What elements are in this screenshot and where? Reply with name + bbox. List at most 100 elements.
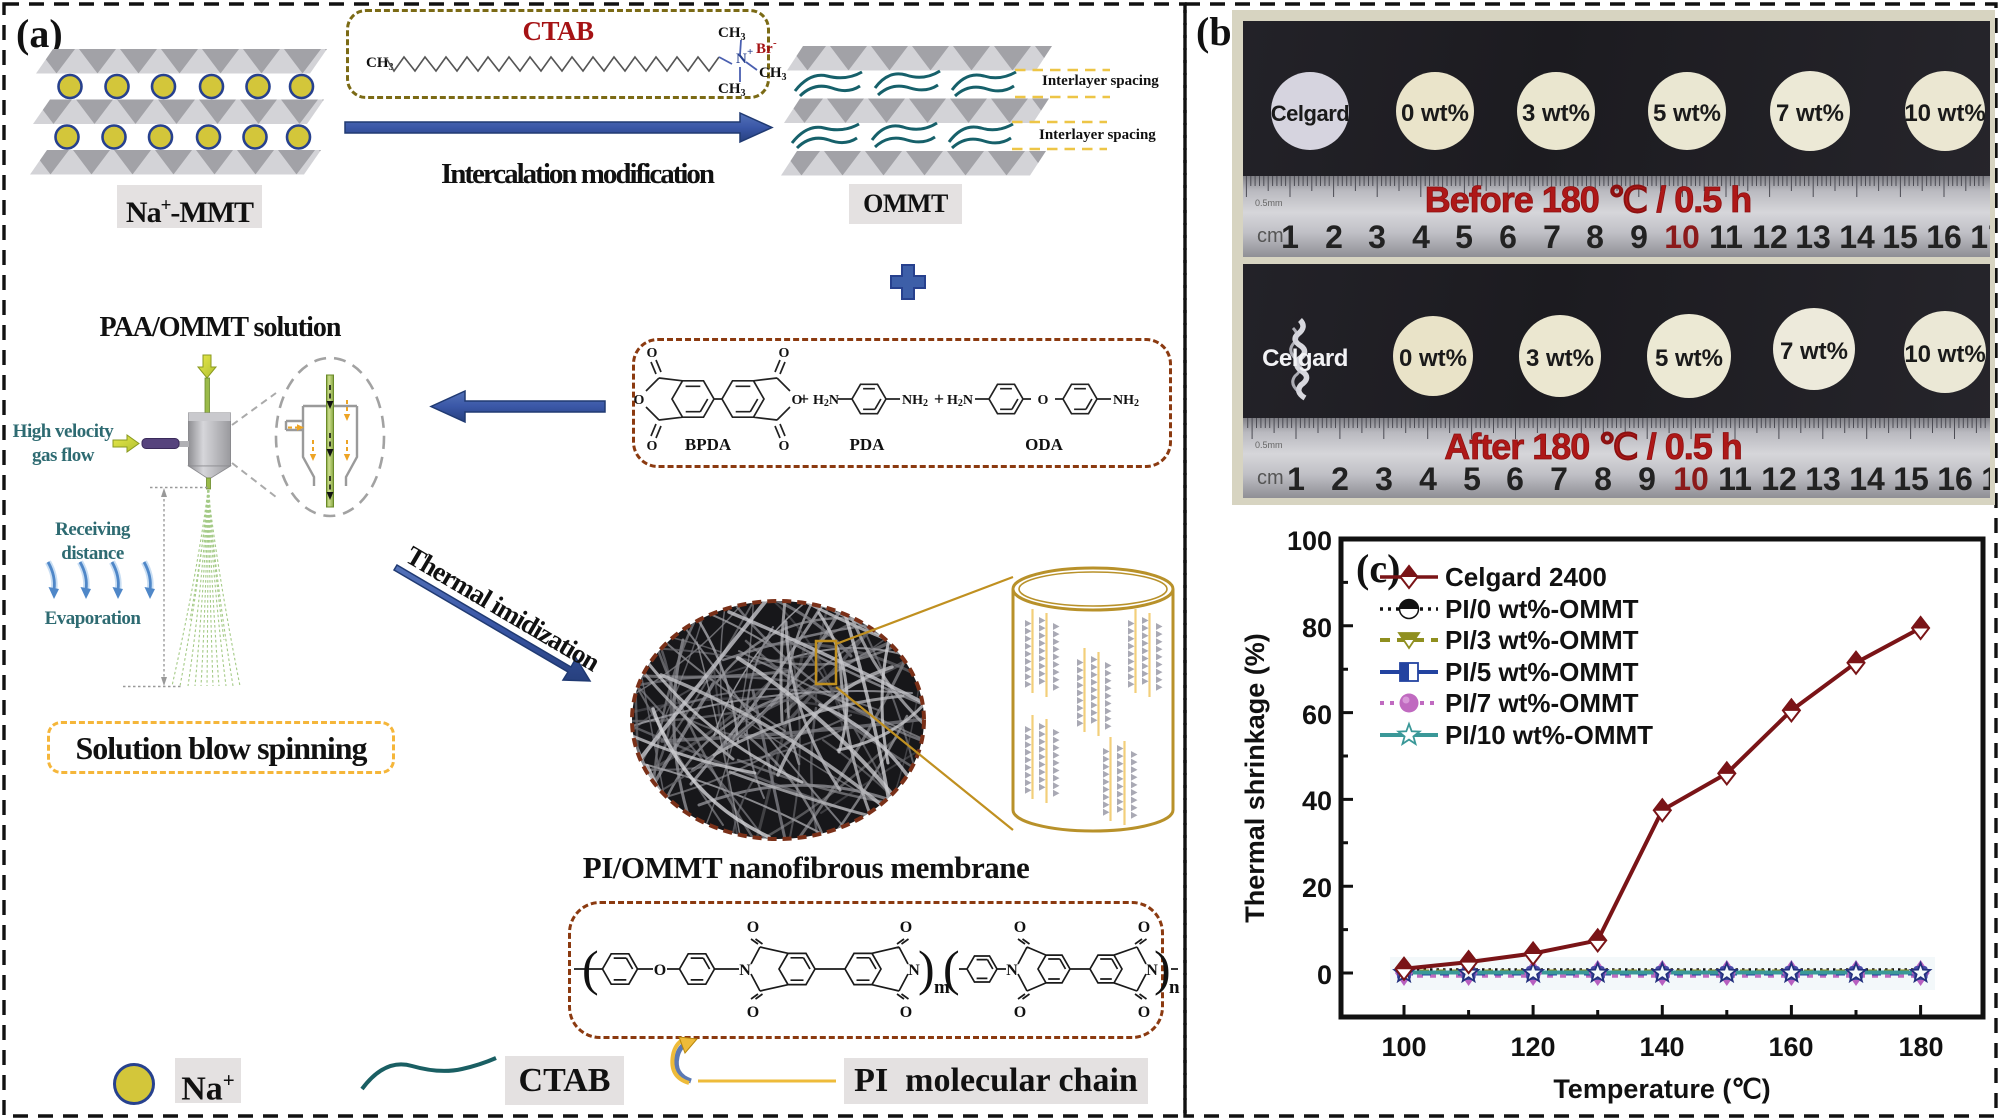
- svg-text:(: (: [582, 940, 599, 996]
- svg-text:0.5mm: 0.5mm: [1255, 198, 1283, 208]
- svg-text:180: 180: [1898, 1032, 1943, 1062]
- svg-text:10: 10: [1664, 219, 1700, 255]
- svg-text:O: O: [779, 346, 790, 361]
- svg-text:120: 120: [1510, 1032, 1555, 1062]
- svg-text:n: n: [1169, 977, 1180, 998]
- svg-text:PI/7 wt%-OMMT: PI/7 wt%-OMMT: [1445, 688, 1639, 718]
- svg-text:7: 7: [1543, 219, 1561, 255]
- svg-text:5 wt%: 5 wt%: [1653, 100, 1721, 127]
- svg-text:PI/5 wt%-OMMT: PI/5 wt%-OMMT: [1445, 657, 1639, 687]
- svg-text:-: -: [773, 37, 777, 49]
- svg-text:60: 60: [1302, 700, 1332, 730]
- svg-text:11: 11: [1709, 219, 1743, 255]
- svg-text:5: 5: [1463, 461, 1481, 497]
- svg-text:cm: cm: [1257, 467, 1284, 489]
- svg-text:0 wt%: 0 wt%: [1399, 345, 1467, 372]
- svg-text:6: 6: [1499, 219, 1517, 255]
- svg-text:N: N: [736, 51, 747, 67]
- svg-text:+: +: [747, 46, 753, 58]
- svg-text:O: O: [1038, 393, 1049, 408]
- svg-text:4: 4: [1419, 461, 1437, 497]
- svg-text:Br: Br: [756, 41, 773, 57]
- svg-text:H2N: H2N: [813, 393, 839, 409]
- svg-text:After 180 ℃ / 0.5 h: After 180 ℃ / 0.5 h: [1444, 426, 1742, 467]
- svg-text:15: 15: [1882, 219, 1918, 255]
- svg-text:1: 1: [1287, 461, 1305, 497]
- svg-text:6: 6: [1506, 461, 1524, 497]
- svg-text:CH3: CH3: [759, 65, 787, 83]
- svg-text:3: 3: [1375, 461, 1393, 497]
- svg-text:16: 16: [1937, 461, 1973, 497]
- svg-text:Temperature (℃): Temperature (℃): [1553, 1074, 1770, 1104]
- svg-text:14: 14: [1839, 219, 1875, 255]
- svg-text:10 wt%: 10 wt%: [1904, 100, 1985, 127]
- svg-text:3: 3: [1368, 219, 1386, 255]
- svg-text:13: 13: [1805, 461, 1841, 497]
- svg-text:100: 100: [1381, 1032, 1426, 1062]
- svg-text:8: 8: [1586, 219, 1604, 255]
- svg-text:N: N: [739, 962, 751, 979]
- svg-text:O: O: [779, 439, 790, 454]
- svg-text:O: O: [747, 919, 759, 936]
- svg-text:cm: cm: [1257, 225, 1284, 247]
- svg-text:140: 140: [1639, 1032, 1684, 1062]
- svg-text:Celgard 2400: Celgard 2400: [1445, 562, 1607, 592]
- svg-text:PI/10 wt%-OMMT: PI/10 wt%-OMMT: [1445, 720, 1653, 750]
- svg-text:7: 7: [1550, 461, 1568, 497]
- svg-text:5: 5: [1455, 219, 1473, 255]
- svg-text:+: +: [799, 389, 809, 409]
- svg-text:Interlayer spacing: Interlayer spacing: [1042, 73, 1159, 89]
- svg-text:): ): [918, 940, 935, 996]
- svg-text:O: O: [647, 346, 658, 361]
- svg-text:NH2: NH2: [1113, 393, 1139, 409]
- svg-text:10 wt%: 10 wt%: [1904, 341, 1985, 368]
- svg-text:ODA: ODA: [1025, 435, 1064, 454]
- svg-text:N: N: [1146, 962, 1158, 979]
- svg-text:80: 80: [1302, 613, 1332, 643]
- svg-text:Thermal shrinkage (%): Thermal shrinkage (%): [1240, 633, 1270, 923]
- svg-text:2: 2: [1331, 461, 1349, 497]
- svg-text:N: N: [908, 962, 920, 979]
- svg-text:PDA: PDA: [850, 435, 886, 454]
- svg-text:10: 10: [1673, 461, 1709, 497]
- svg-text:O: O: [1138, 919, 1150, 936]
- svg-text:O: O: [1014, 1004, 1026, 1021]
- svg-text:40: 40: [1302, 786, 1332, 816]
- svg-text:17: 17: [1981, 461, 1990, 497]
- svg-text:H2N: H2N: [947, 393, 973, 409]
- svg-text:20: 20: [1302, 873, 1332, 903]
- svg-text:0.5mm: 0.5mm: [1255, 440, 1283, 450]
- svg-text:O: O: [654, 962, 666, 979]
- svg-text:(c): (c): [1356, 546, 1400, 591]
- svg-text:O: O: [634, 393, 645, 408]
- svg-text:160: 160: [1768, 1032, 1813, 1062]
- svg-text:Celgard: Celgard: [1262, 345, 1348, 372]
- svg-text:PI/3 wt%-OMMT: PI/3 wt%-OMMT: [1445, 625, 1639, 655]
- svg-text:O: O: [900, 1004, 912, 1021]
- svg-text:0: 0: [1317, 960, 1332, 990]
- svg-text:14: 14: [1849, 461, 1885, 497]
- svg-text:3 wt%: 3 wt%: [1522, 100, 1590, 127]
- svg-text:5 wt%: 5 wt%: [1655, 345, 1723, 372]
- svg-text:Celgard: Celgard: [1271, 101, 1349, 126]
- svg-text:100: 100: [1287, 526, 1332, 556]
- svg-text:m: m: [934, 977, 950, 998]
- svg-text:3 wt%: 3 wt%: [1526, 345, 1594, 372]
- svg-text:7 wt%: 7 wt%: [1776, 100, 1844, 127]
- svg-text:9: 9: [1638, 461, 1656, 497]
- svg-text:Interlayer spacing: Interlayer spacing: [1039, 127, 1156, 143]
- svg-text:): ): [1154, 940, 1171, 996]
- svg-text:1: 1: [1281, 219, 1299, 255]
- svg-text:O: O: [647, 439, 658, 454]
- svg-text:17: 17: [1970, 219, 1990, 255]
- svg-text:(: (: [943, 940, 960, 996]
- svg-text:8: 8: [1594, 461, 1612, 497]
- svg-text:O: O: [1138, 1004, 1150, 1021]
- svg-text:0 wt%: 0 wt%: [1401, 100, 1469, 127]
- svg-text:15: 15: [1893, 461, 1929, 497]
- svg-text:7 wt%: 7 wt%: [1780, 338, 1848, 365]
- svg-text:NH2: NH2: [902, 393, 928, 409]
- svg-text:13: 13: [1795, 219, 1831, 255]
- svg-text:O: O: [900, 919, 912, 936]
- svg-text:9: 9: [1630, 219, 1648, 255]
